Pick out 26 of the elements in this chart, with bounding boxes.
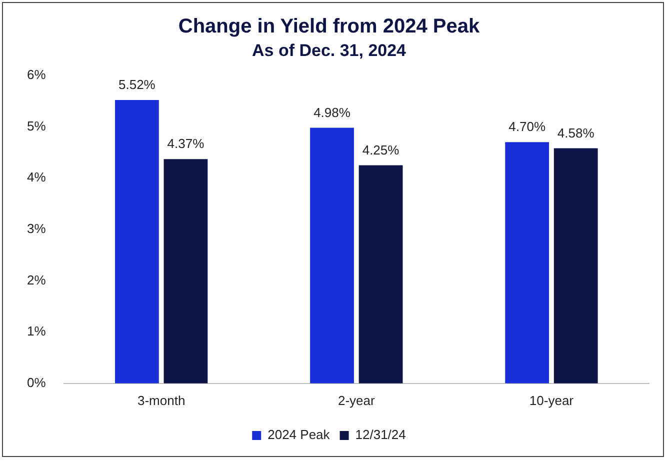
bar <box>310 128 354 384</box>
data-label: 4.70% <box>508 119 546 134</box>
y-tick-label: 6% <box>26 66 46 82</box>
y-tick-label: 2% <box>26 272 46 288</box>
x-tick-label: 2-year <box>338 392 376 408</box>
legend-label: 12/31/24 <box>355 427 406 442</box>
bar <box>554 148 598 384</box>
bar <box>358 165 403 384</box>
data-label: 5.52% <box>118 77 156 92</box>
data-label: 4.25% <box>362 142 400 158</box>
bar <box>164 159 208 384</box>
chart-subtitle: As of Dec. 31, 2024 <box>252 40 407 60</box>
data-label: 4.37% <box>167 136 205 152</box>
data-label: 4.58% <box>557 125 595 140</box>
y-tick-label: 1% <box>26 324 46 339</box>
legend-label: 2024 Peak <box>268 427 330 442</box>
y-tick-label: 0% <box>26 374 46 390</box>
bar <box>114 100 159 384</box>
x-tick-label: 10-year <box>529 392 574 408</box>
y-tick-label: 5% <box>26 118 46 134</box>
y-tick-label: 3% <box>26 220 46 236</box>
data-label: 4.98% <box>314 104 351 120</box>
chart-title: Change in Yield from 2024 Peak <box>178 16 480 38</box>
y-tick-label: 4% <box>26 170 46 185</box>
x-tick-label: 3-month <box>137 392 186 408</box>
bar <box>505 142 550 384</box>
